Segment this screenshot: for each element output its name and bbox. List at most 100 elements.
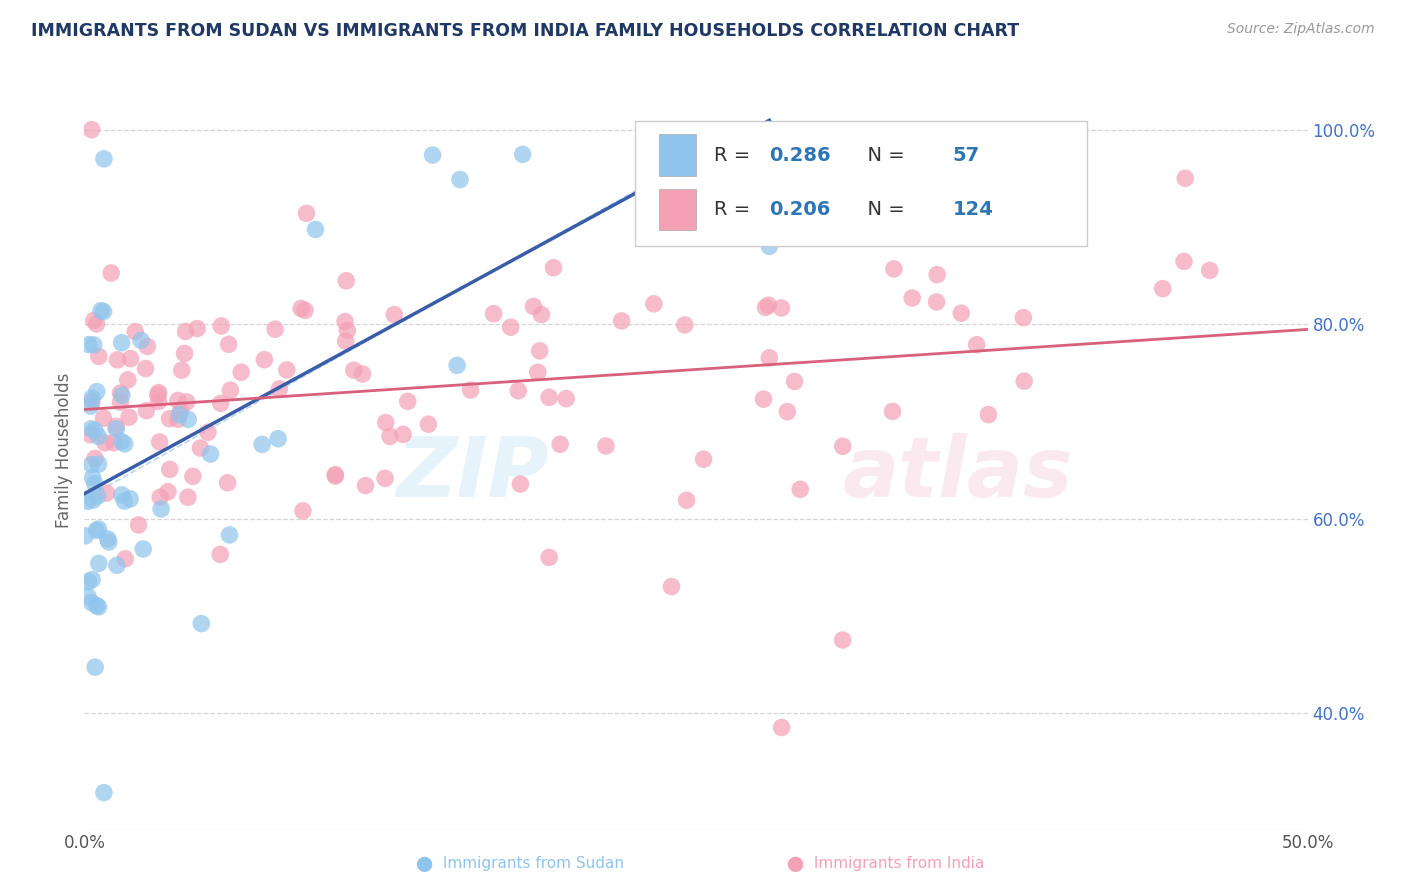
Point	[352, 367, 374, 381]
Point	[446, 359, 468, 373]
Point	[530, 308, 553, 322]
Point	[146, 388, 169, 402]
Point	[86, 317, 108, 331]
Point	[291, 504, 314, 518]
Point	[335, 334, 357, 348]
Point	[129, 334, 152, 348]
Point	[177, 412, 200, 426]
Point	[335, 274, 357, 288]
Point	[167, 408, 190, 422]
Point	[190, 616, 212, 631]
Point	[111, 335, 134, 350]
Point	[1198, 263, 1220, 277]
Point	[105, 558, 128, 573]
Point	[197, 425, 219, 440]
Point	[209, 396, 232, 410]
Point	[1173, 254, 1195, 268]
Point	[90, 303, 112, 318]
Point	[276, 363, 298, 377]
Point	[925, 295, 948, 310]
Point	[269, 382, 291, 396]
Point	[97, 532, 120, 546]
Point	[295, 206, 318, 220]
Point	[82, 493, 104, 508]
Point	[103, 435, 125, 450]
Point	[294, 303, 316, 318]
Point	[83, 476, 105, 491]
Point	[831, 439, 853, 453]
Point	[124, 325, 146, 339]
Point	[509, 477, 531, 491]
Text: 124: 124	[953, 200, 994, 219]
Point	[831, 633, 853, 648]
Point	[159, 462, 181, 476]
Point	[100, 266, 122, 280]
Point	[927, 268, 949, 282]
Point	[200, 447, 222, 461]
Point	[901, 291, 924, 305]
Y-axis label: Family Households: Family Households	[55, 373, 73, 528]
Point	[333, 315, 356, 329]
Point	[217, 475, 239, 490]
Point	[174, 325, 197, 339]
Point	[343, 363, 366, 377]
Point	[378, 429, 401, 443]
Point	[87, 350, 110, 364]
Text: ⬤  Immigrants from Sudan: ⬤ Immigrants from Sudan	[416, 856, 624, 872]
Point	[1152, 282, 1174, 296]
Point	[522, 300, 544, 314]
Point	[82, 471, 104, 485]
Point	[253, 352, 276, 367]
Point	[114, 551, 136, 566]
Point	[209, 548, 232, 562]
Point	[374, 416, 396, 430]
Point	[325, 469, 347, 483]
Point	[692, 452, 714, 467]
Point	[87, 457, 110, 471]
Point	[789, 483, 811, 497]
Point	[336, 323, 359, 337]
Point	[675, 493, 697, 508]
Point	[374, 471, 396, 485]
Text: R =: R =	[714, 145, 756, 165]
Point	[304, 222, 326, 236]
Point	[117, 373, 139, 387]
Point	[87, 557, 110, 571]
Point	[156, 484, 179, 499]
Point	[84, 660, 107, 674]
Point	[883, 261, 905, 276]
Point	[538, 550, 561, 565]
Point	[132, 542, 155, 557]
Point	[392, 427, 415, 442]
Point	[86, 384, 108, 399]
Point	[673, 318, 696, 332]
Point	[758, 298, 780, 312]
Point	[209, 318, 232, 333]
Point	[83, 338, 105, 352]
Point	[87, 599, 110, 614]
Point	[721, 225, 744, 239]
Text: 0.206: 0.206	[769, 200, 831, 219]
Point	[135, 361, 157, 376]
Point	[84, 451, 107, 466]
Point	[77, 589, 100, 603]
Point	[882, 404, 904, 418]
Point	[105, 419, 128, 434]
Point	[93, 152, 115, 166]
Point	[159, 411, 181, 425]
Point	[422, 148, 444, 162]
Point	[218, 528, 240, 542]
Point	[176, 395, 198, 409]
Point	[107, 352, 129, 367]
Point	[181, 469, 204, 483]
Point	[167, 393, 190, 408]
Point	[93, 411, 115, 425]
Point	[186, 321, 208, 335]
Point	[80, 422, 103, 436]
Point	[538, 390, 561, 404]
Point	[783, 375, 806, 389]
Point	[77, 574, 100, 589]
Point	[770, 301, 793, 315]
Point	[1174, 171, 1197, 186]
Text: IMMIGRANTS FROM SUDAN VS IMMIGRANTS FROM INDIA FAMILY HOUSEHOLDS CORRELATION CHA: IMMIGRANTS FROM SUDAN VS IMMIGRANTS FROM…	[31, 22, 1019, 40]
